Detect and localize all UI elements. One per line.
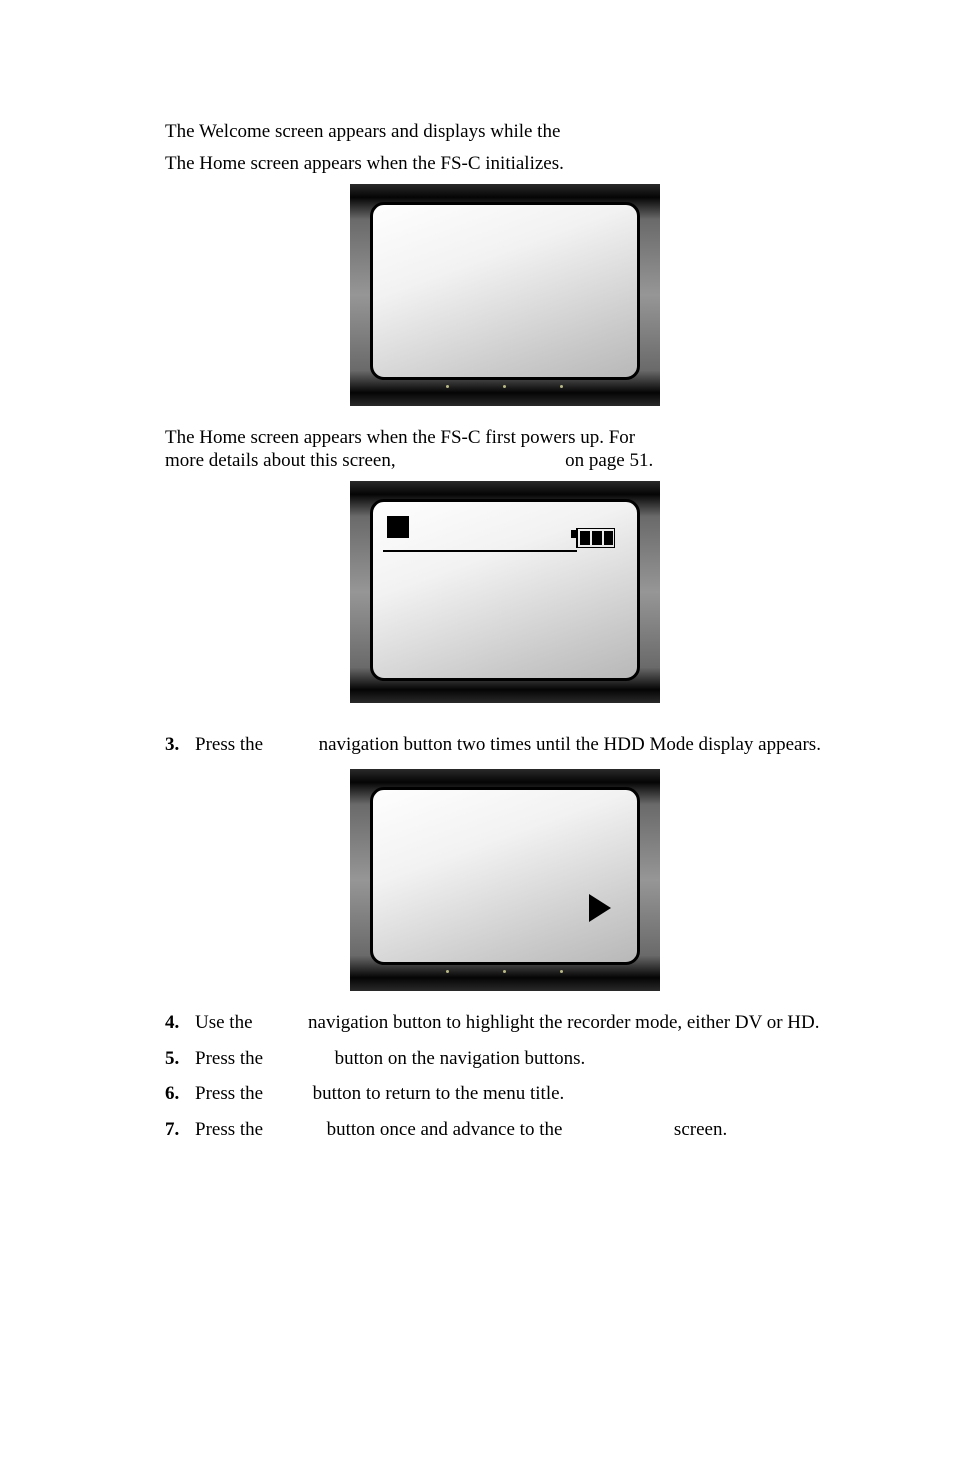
welcome-screen-figure [165, 184, 844, 406]
home-screen-figure [165, 481, 844, 703]
step-text-b: button once and advance to the [327, 1119, 563, 1140]
step-body: Press the button on the navigation butto… [195, 1047, 844, 1071]
step-number: 7. [165, 1118, 195, 1142]
home-note-line-2: more details about this screen, on page … [165, 449, 844, 473]
battery-icon [571, 528, 615, 555]
step-text-c: either DV or HD. [687, 1012, 820, 1033]
bezel-dots [370, 380, 640, 388]
play-triangle-icon [589, 894, 611, 922]
dot-icon [503, 970, 506, 973]
step-4: 4. Use the navigation button to highligh… [165, 1011, 844, 1035]
step-body: Press the button to return to the menu t… [195, 1082, 844, 1106]
home-note-line-1: The Home screen appears when the FS-C fi… [165, 426, 844, 450]
dot-icon [560, 970, 563, 973]
step-text-a: Press the [195, 734, 263, 755]
home-note-text-a: more details about this screen, [165, 450, 396, 471]
device-display-home [370, 499, 640, 681]
intro-line-2: The Home screen appears when the FS-C in… [165, 152, 844, 176]
step-body: Press the navigation button two times un… [195, 733, 844, 757]
device-display-hdd [370, 787, 640, 965]
step-5: 5. Press the button on the navigation bu… [165, 1047, 844, 1071]
dot-icon [446, 385, 449, 388]
hdd-mode-screen-figure [165, 769, 844, 991]
step-text-a: Use the [195, 1012, 253, 1033]
step-text-a: Press the [195, 1083, 263, 1104]
step-number: 3. [165, 733, 195, 757]
device-bezel [350, 769, 660, 991]
step-6: 6. Press the button to return to the men… [165, 1082, 844, 1106]
device-display-blank [370, 202, 640, 380]
step-body: Press the button once and advance to the… [195, 1118, 844, 1142]
step-number: 4. [165, 1011, 195, 1035]
divider-line [383, 550, 577, 552]
step-text-c: screen. [674, 1119, 727, 1140]
step-body: Use the navigation button to highlight t… [195, 1011, 844, 1035]
device-bezel [350, 184, 660, 406]
step-3: 3. Press the navigation button two times… [165, 733, 844, 757]
step-number: 6. [165, 1082, 195, 1106]
step-text-b: button on the navigation buttons. [335, 1048, 586, 1069]
step-number: 5. [165, 1047, 195, 1071]
step-text-b: navigation button to highlight the recor… [308, 1012, 682, 1033]
home-note-text-b: on page 51. [565, 450, 653, 471]
step-text-b: navigation button two times until the HD… [319, 734, 694, 755]
device-bezel [350, 481, 660, 703]
step-7: 7. Press the button once and advance to … [165, 1118, 844, 1142]
dot-icon [560, 385, 563, 388]
step-text-a: Press the [195, 1048, 263, 1069]
stop-icon [387, 516, 409, 538]
intro-line-1: The Welcome screen appears and displays … [165, 120, 844, 144]
step-text-b: button to return to the menu title. [313, 1083, 565, 1104]
bezel-dots [370, 965, 640, 973]
dot-icon [503, 385, 506, 388]
step-text-c: display appears. [699, 734, 821, 755]
step-text-a: Press the [195, 1119, 263, 1140]
dot-icon [446, 970, 449, 973]
